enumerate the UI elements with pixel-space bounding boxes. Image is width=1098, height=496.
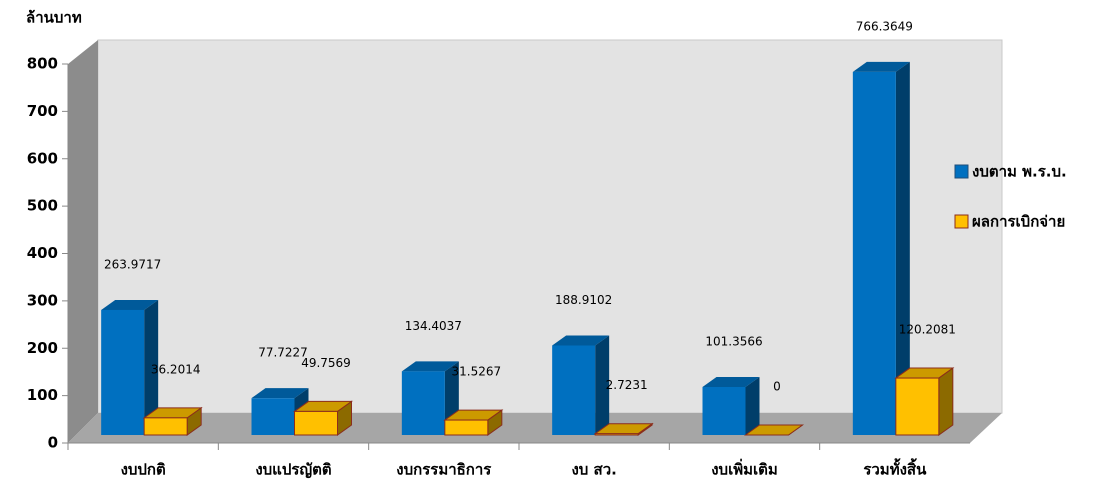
value-label: 120.2081: [899, 323, 956, 337]
bar-top: [552, 335, 610, 346]
y-tick-label: 700: [27, 102, 58, 120]
bar-front: [702, 386, 746, 435]
bar-top: [852, 61, 910, 72]
bar-front: [552, 345, 596, 435]
value-label: 49.7569: [301, 356, 351, 370]
legend-swatch: [954, 214, 969, 229]
value-label: 101.3566: [705, 334, 762, 348]
x-tick-label: งบเพิ่มเติม: [711, 459, 778, 479]
bar-top: [401, 361, 459, 372]
value-label: 2.7231: [606, 378, 648, 392]
bar-front: [444, 419, 489, 436]
bar-side: [745, 376, 760, 435]
legend-label: ผลการเบิกจ่าย: [972, 213, 1065, 231]
bar: [292, 400, 354, 436]
x-tick-label: งบ สว.: [571, 461, 616, 479]
bar-front: [294, 410, 338, 436]
value-label: 134.4037: [405, 319, 462, 333]
x-tick-label: งบกรรมาธิการ: [396, 461, 492, 479]
y-tick-label: 200: [27, 339, 58, 357]
x-tick-label: รวมทั้งสิ้น: [863, 458, 927, 479]
bar: [401, 361, 459, 435]
bar: [142, 406, 203, 436]
value-label: 36.2014: [151, 362, 201, 376]
x-tick-label: งบแปรญัตติ: [255, 461, 331, 479]
bar-front: [852, 71, 896, 435]
value-label: 31.5267: [452, 365, 502, 379]
bar: [743, 424, 805, 436]
side-wall: [68, 40, 98, 443]
bar-front: [594, 433, 639, 436]
value-label: 0: [773, 380, 781, 394]
bar: [702, 376, 760, 435]
bar-top: [251, 388, 309, 399]
bar: [443, 409, 504, 436]
y-tick-label: 100: [27, 386, 58, 404]
y-tick-label: 400: [27, 244, 58, 262]
bar: [852, 61, 910, 435]
bar: [894, 367, 955, 436]
value-label: 77.7227: [258, 346, 308, 360]
y-axis-title: ล้านบาท: [26, 9, 82, 27]
bar-front: [251, 398, 295, 435]
bar-front: [895, 377, 940, 436]
bar-side: [895, 61, 910, 435]
bar-top: [101, 299, 159, 310]
y-tick-label: 800: [27, 55, 58, 73]
y-tick-label: 0: [48, 434, 58, 452]
y-tick-label: 300: [27, 291, 58, 309]
bar-side: [938, 367, 954, 436]
value-label: 263.9717: [104, 257, 161, 271]
bar: [101, 299, 159, 435]
bar-front: [401, 371, 445, 435]
x-tick-label: งบปกติ: [121, 461, 166, 479]
value-label: 188.9102: [555, 293, 612, 307]
bar: [593, 422, 654, 436]
bar-side: [144, 299, 159, 435]
bar-top: [743, 424, 805, 436]
bar-top: [702, 376, 760, 387]
value-label: 766.3649: [856, 19, 913, 33]
y-tick-label: 500: [27, 197, 58, 215]
bar-front: [101, 309, 145, 435]
bar: [552, 335, 610, 435]
legend-label: งบตาม พ.ร.บ.: [972, 163, 1067, 181]
legend-swatch: [954, 164, 969, 179]
bar-side: [595, 335, 610, 435]
y-tick-label: 600: [27, 149, 58, 167]
bar-front: [143, 417, 188, 436]
